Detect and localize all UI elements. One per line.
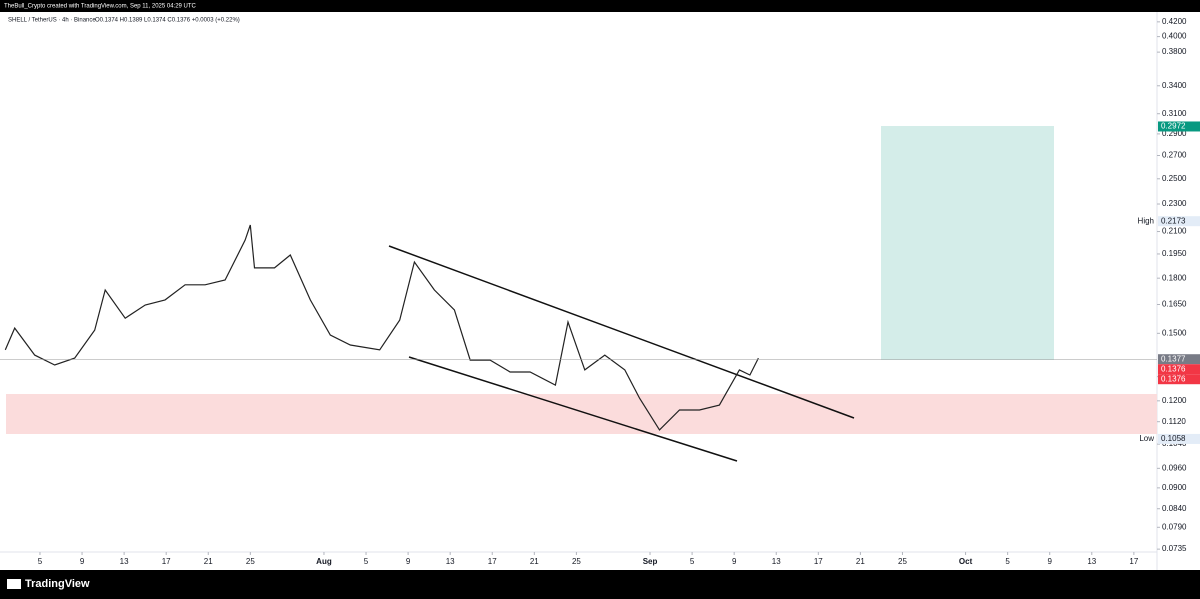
ohlc: O0.1374 H0.1389 L0.1374 C0.1376 +0.0003 … bbox=[95, 18, 240, 24]
y-tick-label: 0.1120 bbox=[1162, 417, 1186, 426]
x-tick-label: 9 bbox=[1047, 557, 1052, 566]
x-tick-label: 13 bbox=[120, 557, 129, 566]
price-tag bbox=[1158, 433, 1200, 444]
y-tick-label: 0.0960 bbox=[1162, 463, 1187, 472]
y-tick-label: 0.0900 bbox=[1162, 483, 1187, 492]
x-tick-label: 9 bbox=[406, 557, 411, 566]
y-tick-label: 0.1200 bbox=[1162, 396, 1187, 405]
x-tick-label: 17 bbox=[1129, 557, 1138, 566]
y-tick-label: 0.2300 bbox=[1162, 199, 1187, 208]
brand: TradingView bbox=[25, 578, 90, 590]
x-tick-label: 25 bbox=[898, 557, 907, 566]
x-tick-label: 17 bbox=[814, 557, 823, 566]
price-tag bbox=[1158, 121, 1200, 132]
y-tick-label: 0.4000 bbox=[1162, 32, 1187, 41]
price-tag bbox=[1158, 354, 1200, 365]
price-tag bbox=[1158, 216, 1200, 227]
y-tick-label: 0.4200 bbox=[1162, 17, 1187, 26]
y-tick-label: 0.0735 bbox=[1162, 544, 1187, 553]
price-tag-label: 0.1376 bbox=[1161, 374, 1186, 383]
y-tick-label: 0.3800 bbox=[1162, 47, 1187, 56]
chart-title: SHELL / TetherUS · 4h · Binance bbox=[8, 18, 96, 24]
x-tick-label: 13 bbox=[446, 557, 455, 566]
price-tag-label: 0.2972 bbox=[1161, 122, 1186, 131]
y-tick-label: 0.0790 bbox=[1162, 522, 1187, 531]
price-tag bbox=[1158, 374, 1200, 385]
y-tick-label: 0.2500 bbox=[1162, 174, 1187, 183]
target-zone bbox=[881, 126, 1054, 360]
x-tick-label: 5 bbox=[1005, 557, 1010, 566]
x-tick-label: Aug bbox=[316, 557, 332, 566]
x-tick-label: Oct bbox=[959, 557, 973, 566]
x-tick-label: 25 bbox=[572, 557, 581, 566]
price-tag-label: 0.1376 bbox=[1161, 364, 1186, 373]
x-tick-label: 25 bbox=[246, 557, 255, 566]
y-tick-label: 0.2100 bbox=[1162, 227, 1187, 236]
price-tag-label: 0.1058 bbox=[1161, 434, 1186, 443]
x-tick-label: 5 bbox=[690, 557, 695, 566]
x-tick-label: 13 bbox=[1087, 557, 1096, 566]
x-tick-label: Sep bbox=[643, 557, 658, 566]
x-tick-label: 9 bbox=[80, 557, 85, 566]
trend-line bbox=[388, 245, 855, 419]
y-tick-label: 0.1800 bbox=[1162, 273, 1187, 282]
y-tick-label: 0.1950 bbox=[1162, 249, 1187, 258]
price-tag-name: Low bbox=[1139, 434, 1154, 443]
y-tick-label: 0.1500 bbox=[1162, 328, 1187, 337]
price-line bbox=[4, 224, 759, 431]
y-tick-label: 0.0840 bbox=[1162, 504, 1187, 513]
price-tag bbox=[1158, 364, 1200, 375]
brand-logo bbox=[7, 579, 21, 589]
trend-line bbox=[408, 356, 738, 462]
y-tick-label: 0.1650 bbox=[1162, 300, 1187, 309]
y-tick-label: 0.3400 bbox=[1162, 81, 1187, 90]
x-tick-label: 5 bbox=[364, 557, 369, 566]
x-tick-label: 17 bbox=[162, 557, 171, 566]
price-tag-label: 0.2173 bbox=[1161, 216, 1186, 225]
price-tag-label: 0.1377 bbox=[1161, 354, 1186, 363]
y-tick-label: 0.3100 bbox=[1162, 109, 1187, 118]
x-tick-label: 21 bbox=[530, 557, 539, 566]
y-tick-label: 0.2900 bbox=[1162, 129, 1187, 138]
x-tick-label: 5 bbox=[38, 557, 43, 566]
x-tick-label: 13 bbox=[772, 557, 781, 566]
x-tick-label: 17 bbox=[488, 557, 497, 566]
price-tag-name: High bbox=[1138, 216, 1154, 225]
x-tick-label: 21 bbox=[204, 557, 213, 566]
support-zone bbox=[6, 394, 1157, 434]
top-bar bbox=[0, 0, 1200, 12]
credit: TheBull_Crypto created with TradingView.… bbox=[4, 4, 197, 10]
bottom-bar bbox=[0, 570, 1200, 599]
y-tick-label: 0.2700 bbox=[1162, 151, 1187, 160]
x-tick-label: 9 bbox=[732, 557, 737, 566]
x-tick-label: 21 bbox=[856, 557, 865, 566]
